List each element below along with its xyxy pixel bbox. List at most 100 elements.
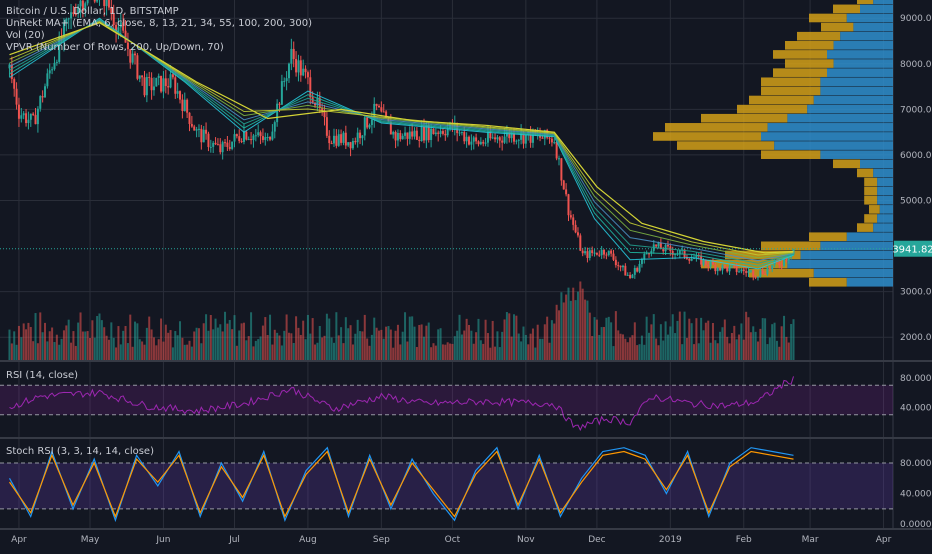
candle-body — [603, 249, 606, 255]
volume-bar — [513, 314, 516, 360]
volume-bar — [610, 322, 613, 360]
candle-body — [32, 113, 35, 115]
volume-bar — [316, 342, 319, 360]
symbol-title[interactable]: Bitcoin / U.S. Dollar, 1D, BITSTAMP — [6, 6, 179, 17]
volume-bar — [477, 318, 480, 360]
volume-bar — [652, 314, 655, 360]
candle-body — [112, 13, 115, 26]
candle-body — [612, 253, 615, 260]
stoch-band — [0, 462, 893, 509]
candle-body — [626, 274, 629, 276]
candle-body — [648, 253, 651, 255]
volume-bar — [508, 313, 511, 360]
volume-bar — [546, 316, 549, 360]
volume-bar — [548, 342, 551, 360]
candle-body — [205, 129, 208, 134]
candle-body — [126, 42, 129, 50]
volume-indicator-label[interactable]: Vol (20) — [6, 30, 45, 41]
volume-bar — [167, 332, 170, 360]
candle-body — [730, 265, 733, 267]
volume-bar — [107, 339, 110, 360]
volume-bar — [67, 319, 70, 360]
candle-body — [401, 135, 404, 140]
candle-body — [380, 107, 383, 112]
volume-bar — [740, 323, 743, 360]
candle-body — [588, 250, 591, 258]
volume-bar — [36, 343, 39, 360]
candle-body — [420, 126, 423, 141]
candle-body — [72, 12, 75, 14]
volume-bar — [458, 314, 461, 360]
candle-body — [167, 86, 170, 88]
volume-bar — [344, 317, 347, 360]
candle-body — [115, 25, 118, 33]
vpvr-up-bar — [860, 159, 893, 169]
vpvr-down-bar — [773, 68, 827, 77]
time-axis-tick: Jun — [155, 535, 170, 545]
volume-bar — [205, 314, 208, 360]
volume-bar — [283, 330, 286, 360]
candle-body — [695, 255, 698, 259]
candle-body — [427, 125, 430, 141]
volume-bar — [238, 330, 241, 360]
volume-bar — [171, 347, 174, 360]
candle-body — [193, 126, 196, 131]
volume-bar — [441, 344, 444, 360]
rsi-pane-label[interactable]: RSI (14, close) — [6, 370, 79, 381]
vpvr-down-bar — [857, 168, 874, 178]
volume-bar — [53, 342, 56, 360]
candle-body — [595, 252, 598, 255]
candle-body — [36, 108, 39, 125]
volume-bar — [349, 325, 352, 360]
volume-bar — [342, 343, 345, 360]
volume-bar — [489, 347, 492, 360]
volume-bar — [775, 340, 778, 360]
candle-body — [576, 232, 579, 236]
volume-bar — [332, 342, 335, 360]
volume-bar — [626, 342, 629, 360]
volume-bar — [240, 323, 243, 360]
stoch-rsi-pane-label[interactable]: Stoch RSI (3, 3, 14, 14, close) — [6, 446, 154, 457]
candle-body — [572, 217, 575, 225]
volume-bar — [558, 310, 561, 360]
candle-body — [631, 274, 634, 278]
candle-body — [579, 235, 582, 251]
volume-bar — [273, 329, 276, 360]
candle-body — [629, 274, 632, 278]
volume-bar — [479, 340, 482, 360]
volume-bar — [524, 334, 527, 360]
candle-body — [460, 132, 463, 134]
volume-bar — [103, 327, 106, 360]
volume-bar — [86, 331, 89, 360]
vpvr-up-bar — [873, 0, 893, 5]
volume-bar — [46, 341, 49, 360]
ma-indicator-label[interactable]: UnRekt MA+ (EMA, 6, close, 8, 13, 21, 34… — [6, 18, 313, 29]
volume-bar — [498, 347, 501, 360]
volume-bar — [555, 304, 558, 360]
candle-body — [766, 267, 769, 275]
time-axis-tick: Jul — [228, 535, 240, 545]
vpvr-down-bar — [833, 159, 860, 169]
vpvr-up-bar — [877, 177, 893, 187]
vpvr-indicator-label[interactable]: VPVR (Number Of Rows, 200, Up/Down, 70) — [6, 42, 224, 53]
volume-bar — [27, 322, 30, 360]
candle-body — [27, 119, 30, 124]
volume-bar — [515, 315, 518, 360]
volume-bar — [730, 333, 733, 360]
volume-bar — [380, 329, 383, 360]
volume-bar — [719, 331, 722, 360]
vpvr-down-bar — [761, 86, 821, 96]
candle-body — [169, 74, 172, 88]
candle-body — [252, 135, 255, 141]
candle-body — [432, 128, 435, 135]
volume-bar — [212, 329, 215, 360]
candle-body — [240, 141, 243, 143]
volume-bar — [169, 330, 172, 360]
volume-bar — [764, 318, 767, 360]
candle-body — [354, 140, 357, 143]
candle-body — [683, 249, 686, 258]
candle-body — [29, 113, 32, 120]
candle-body — [245, 131, 248, 140]
candle-body — [520, 132, 523, 140]
